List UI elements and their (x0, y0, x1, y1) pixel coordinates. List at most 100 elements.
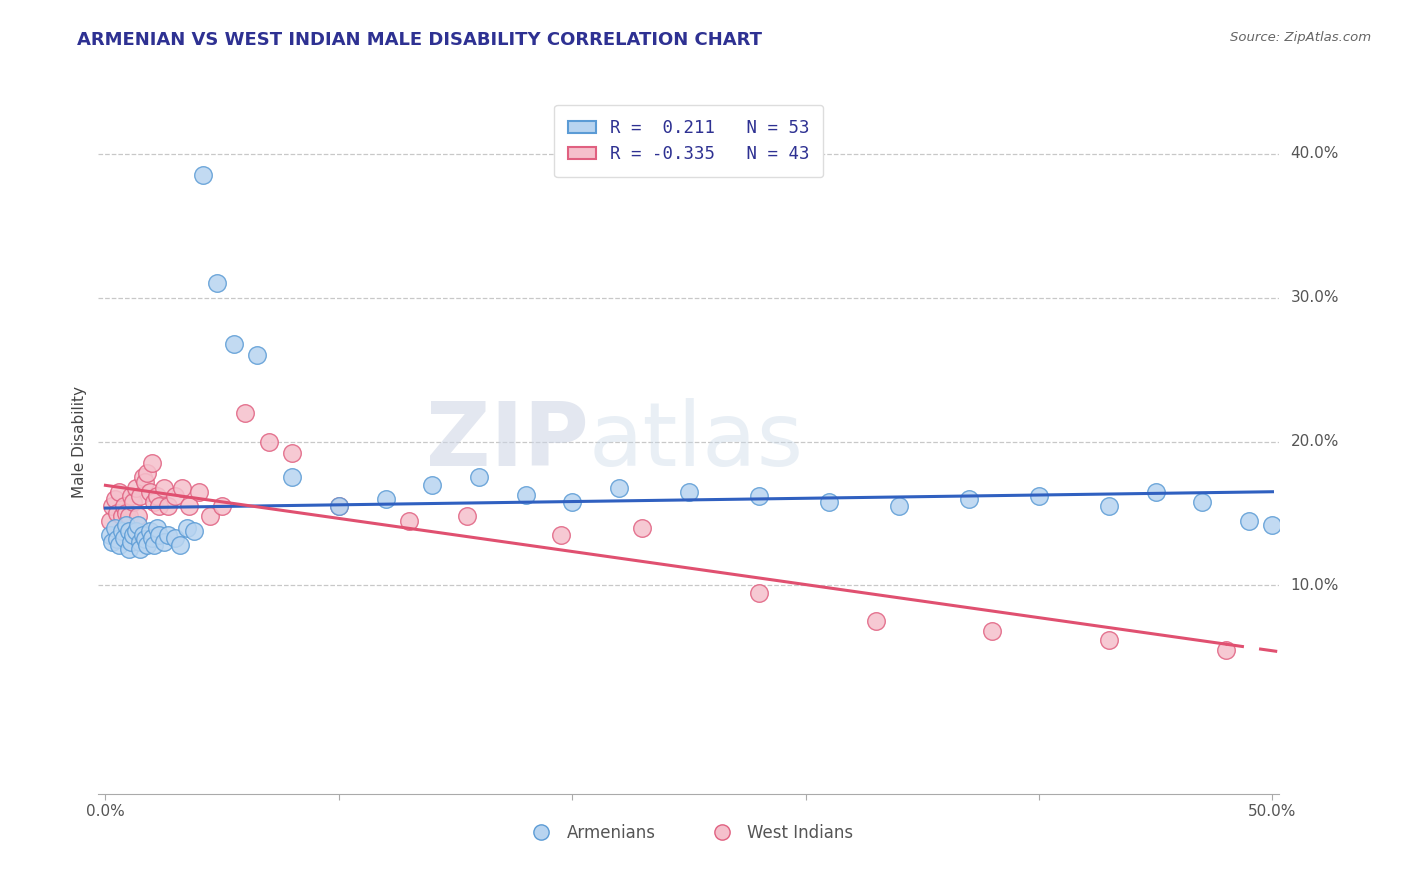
Point (328, 500, 350, 514)
Point (125, 481, 148, 495)
Point (183, 524, 205, 538)
Y-axis label: Male Disability: Male Disability (72, 385, 87, 498)
Point (134, 475, 156, 489)
Point (104, 521, 127, 535)
Point (136, 538, 159, 552)
Point (120, 535, 142, 549)
Point (146, 521, 169, 535)
Point (104, 491, 127, 506)
Text: atlas: atlas (589, 398, 804, 485)
Text: ZIP: ZIP (426, 398, 589, 485)
Point (115, 507, 138, 521)
Point (125, 524, 148, 538)
Point (211, 500, 233, 514)
Point (1261, 518, 1284, 533)
Point (1191, 495, 1213, 509)
Point (122, 495, 145, 509)
Point (200, 509, 222, 524)
Point (143, 495, 166, 509)
Point (157, 500, 180, 514)
Point (1028, 489, 1050, 503)
Point (957, 491, 980, 506)
Point (193, 169, 215, 183)
Text: Source: ZipAtlas.com: Source: ZipAtlas.com (1230, 31, 1371, 45)
Point (748, 585, 770, 599)
Point (678, 484, 700, 499)
Text: 20.0%: 20.0% (1291, 434, 1339, 449)
Point (127, 509, 149, 524)
Point (152, 535, 174, 549)
Point (105, 533, 128, 547)
Point (887, 500, 910, 514)
Point (235, 406, 257, 420)
Point (468, 470, 491, 484)
Point (146, 489, 169, 503)
Point (281, 446, 304, 460)
Point (139, 524, 162, 538)
Point (112, 531, 135, 545)
Point (108, 484, 131, 499)
Point (748, 489, 770, 503)
Point (456, 509, 478, 524)
Point (1098, 500, 1121, 514)
Point (132, 470, 155, 484)
Point (132, 528, 155, 542)
Point (176, 521, 198, 535)
Point (607, 481, 630, 495)
Point (165, 531, 187, 545)
Point (550, 528, 572, 542)
Point (165, 489, 187, 503)
Text: 40.0%: 40.0% (1291, 146, 1339, 161)
Point (98, 528, 121, 542)
Text: 30.0%: 30.0% (1291, 290, 1339, 305)
Point (420, 477, 443, 491)
Point (136, 466, 159, 480)
Point (118, 524, 141, 538)
Point (129, 489, 152, 503)
Point (139, 484, 162, 499)
Text: 10.0%: 10.0% (1291, 578, 1339, 593)
Point (129, 535, 152, 549)
Point (1144, 484, 1167, 499)
Point (374, 491, 396, 506)
Point (1098, 632, 1121, 647)
Point (222, 336, 245, 351)
Point (143, 538, 166, 552)
Point (561, 495, 583, 509)
Point (108, 538, 131, 552)
Point (328, 500, 350, 514)
Point (111, 524, 134, 538)
Point (157, 528, 180, 542)
Point (141, 531, 163, 545)
Point (118, 542, 141, 557)
Point (148, 500, 170, 514)
Point (187, 484, 209, 499)
Point (246, 348, 269, 362)
Point (127, 518, 149, 533)
Point (818, 495, 841, 509)
Point (118, 509, 141, 524)
Point (115, 518, 138, 533)
Point (398, 514, 420, 528)
Point (207, 277, 229, 291)
Point (257, 434, 280, 449)
Point (101, 500, 124, 514)
Point (631, 521, 654, 535)
Point (112, 500, 135, 514)
Point (129, 542, 152, 557)
Point (120, 489, 142, 503)
Point (1215, 643, 1237, 657)
Text: ARMENIAN VS WEST INDIAN MALE DISABILITY CORRELATION CHART: ARMENIAN VS WEST INDIAN MALE DISABILITY … (77, 31, 762, 49)
Point (981, 624, 1004, 639)
Legend: Armenians, West Indians: Armenians, West Indians (517, 818, 860, 849)
Point (148, 528, 170, 542)
Point (141, 456, 163, 470)
Point (169, 538, 191, 552)
Point (281, 470, 304, 484)
Point (134, 533, 156, 547)
Point (111, 509, 134, 524)
Point (105, 507, 128, 521)
Point (101, 535, 124, 549)
Point (1237, 514, 1260, 528)
Point (98, 514, 121, 528)
